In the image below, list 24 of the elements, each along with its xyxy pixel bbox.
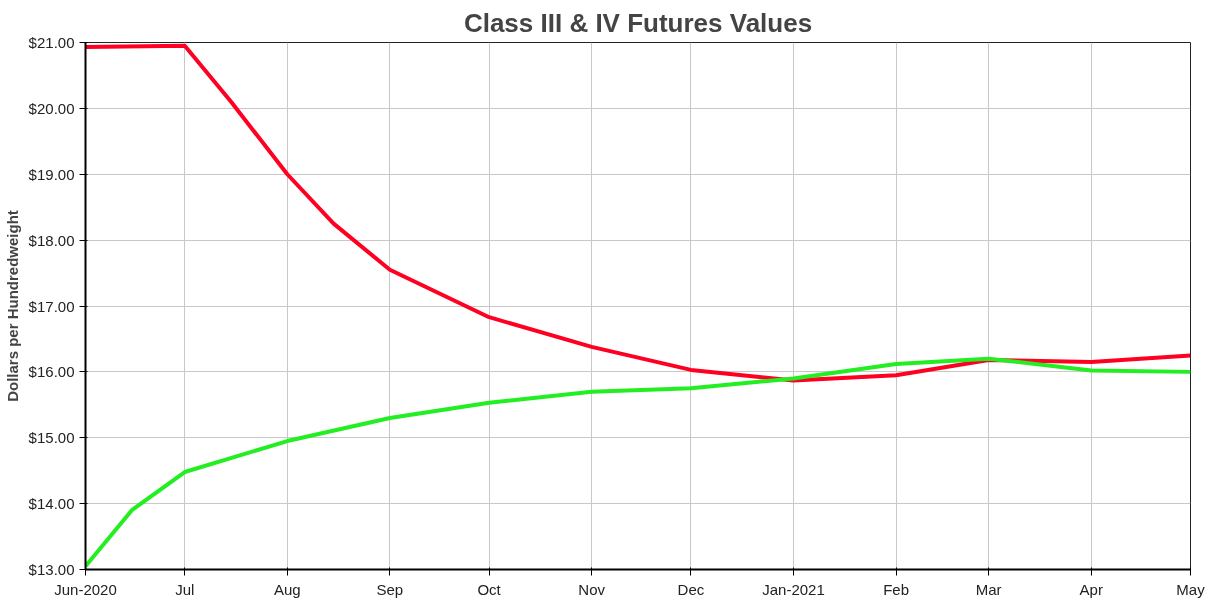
y-tick-label: $15.00	[28, 429, 75, 447]
x-tick-label: Oct	[477, 580, 502, 598]
y-tick-label: $16.00	[28, 363, 75, 381]
x-tick-label: Apr	[1079, 580, 1103, 598]
chart-title: Class III & IV Futures Values	[463, 7, 813, 38]
x-tick-label: Aug	[273, 580, 301, 598]
x-tick-label: Jan-2021	[762, 580, 825, 598]
x-tick-label: Nov	[578, 580, 606, 598]
x-tick-label: Jun-2020	[54, 580, 117, 598]
y-tick-label: $13.00	[28, 561, 75, 578]
x-tick-label: Feb	[883, 580, 909, 598]
y-axis-title: Dollars per Hundredweight	[3, 210, 21, 402]
x-tick-label: May	[1176, 580, 1206, 598]
y-tick-label: $19.00	[28, 165, 75, 183]
x-tick-label: Sep	[376, 580, 404, 598]
x-tick-label: Jul	[175, 580, 195, 598]
y-tick-label: $21.00	[28, 34, 75, 51]
line-series	[85, 43, 1191, 383]
y-tick-label: $18.00	[28, 231, 75, 249]
x-tick-label: Dec	[677, 580, 705, 598]
y-tick-label: $14.00	[28, 495, 75, 513]
y-tick-label: $17.00	[28, 297, 75, 315]
y-tick-label: $20.00	[28, 99, 75, 117]
x-tick-label: Mar	[975, 580, 1002, 598]
